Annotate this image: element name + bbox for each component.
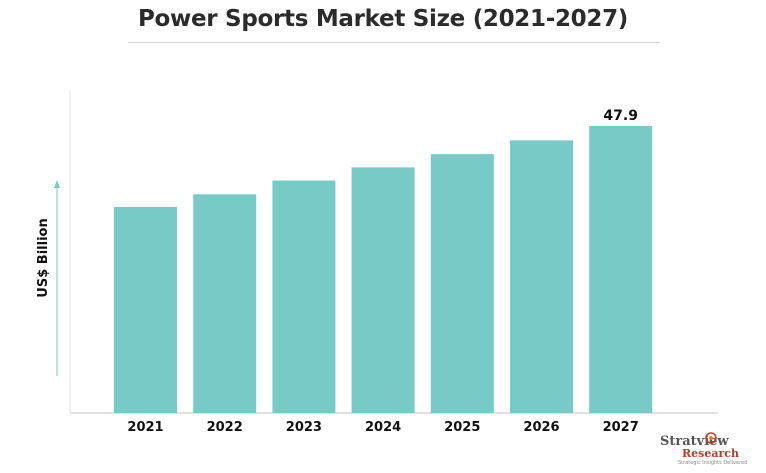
y-axis-label: US$ Billion	[36, 218, 51, 297]
bar-2021	[114, 206, 177, 413]
target-icon	[705, 432, 717, 444]
x-tick-2024: 2024	[365, 420, 401, 435]
bar-2024	[351, 167, 415, 413]
y-axis-arrow-head	[54, 180, 60, 188]
logo-brand-subtext: Research	[682, 447, 739, 460]
data-label-2027: 47.9	[603, 108, 638, 124]
bar-2022	[193, 194, 257, 413]
x-tick-2025: 2025	[444, 420, 480, 435]
bar-series	[114, 126, 653, 414]
x-tick-2021: 2021	[127, 420, 163, 435]
bar-2025	[430, 154, 494, 413]
x-tick-2023: 2023	[286, 420, 322, 435]
x-tick-2027: 2027	[603, 420, 639, 435]
bar-2027	[589, 126, 653, 413]
x-tick-2022: 2022	[207, 420, 243, 435]
data-labels: 47.9	[603, 108, 638, 124]
title-underline	[128, 42, 660, 43]
stratview-logo: Stratview Research Strategic Insights De…	[652, 432, 752, 468]
x-tick-2026: 2026	[523, 420, 559, 435]
logo-tagline: Strategic Insights Delivered	[678, 460, 748, 466]
x-tick-labels: 2021 2022 2023 2024 2025 2026 2027	[127, 420, 638, 435]
chart-title: Power Sports Market Size (2021-2027)	[138, 6, 628, 32]
bar-2023	[272, 180, 336, 413]
bar-2026	[510, 140, 573, 414]
